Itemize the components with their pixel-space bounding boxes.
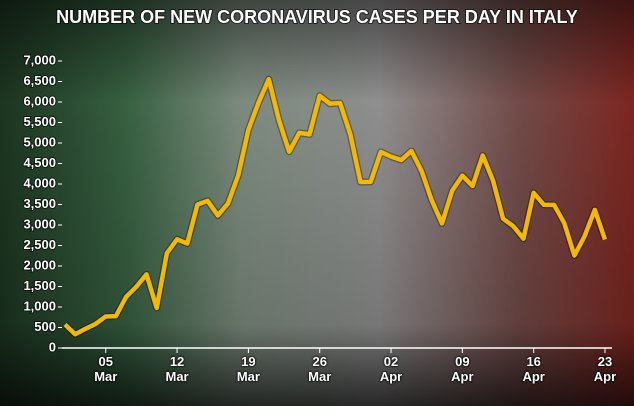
x-tick-label-box: 09 Apr — [451, 354, 474, 384]
y-tick-label: 2,000 — [23, 257, 56, 272]
y-tick-label: 1,000 — [23, 298, 56, 313]
chart-title: NUMBER OF NEW CORONAVIRUS CASES PER DAY … — [56, 7, 578, 27]
x-tick-label-box: 02 Apr — [379, 354, 403, 384]
y-tick-label: 1,500 — [23, 278, 56, 293]
y-tick-label: 500 — [34, 319, 56, 334]
y-tick-label: 0 — [49, 339, 56, 354]
y-tick-label: 2,500 — [23, 237, 56, 252]
x-tick-label: 02 Apr — [379, 354, 403, 384]
y-tick-label: 6,000 — [23, 93, 56, 108]
y-tick-label: 7,000 — [23, 52, 56, 67]
x-tick-label-box: 12 Mar — [165, 354, 189, 384]
y-tick-label: 3,000 — [23, 216, 56, 231]
x-tick-label-box: 16 Apr — [522, 354, 545, 384]
x-tick-label: 05 Mar — [94, 354, 118, 384]
x-tick-label: 26 Mar — [308, 354, 332, 384]
x-tick-label-box: 23 Apr — [593, 354, 617, 384]
x-tick-label-box: 05 Mar — [94, 354, 118, 384]
y-tick-label: 4,500 — [23, 155, 56, 170]
series-line — [63, 76, 608, 337]
x-tick-label: 12 Mar — [165, 354, 189, 384]
y-tick-label: 4,000 — [23, 175, 56, 190]
y-tick-label: 5,000 — [23, 134, 56, 149]
y-tick-label: 5,500 — [23, 114, 56, 129]
y-tick-label: 3,500 — [23, 196, 56, 211]
x-tick-label: 16 Apr — [522, 354, 545, 384]
x-tick-label-box: 19 Mar — [236, 354, 260, 384]
x-tick-label: 09 Apr — [451, 354, 474, 384]
x-tick-label: 23 Apr — [593, 354, 617, 384]
y-tick-label: 6,500 — [23, 73, 56, 88]
x-tick-label: 19 Mar — [236, 354, 260, 384]
x-tick-label-box: 26 Mar — [308, 354, 332, 384]
